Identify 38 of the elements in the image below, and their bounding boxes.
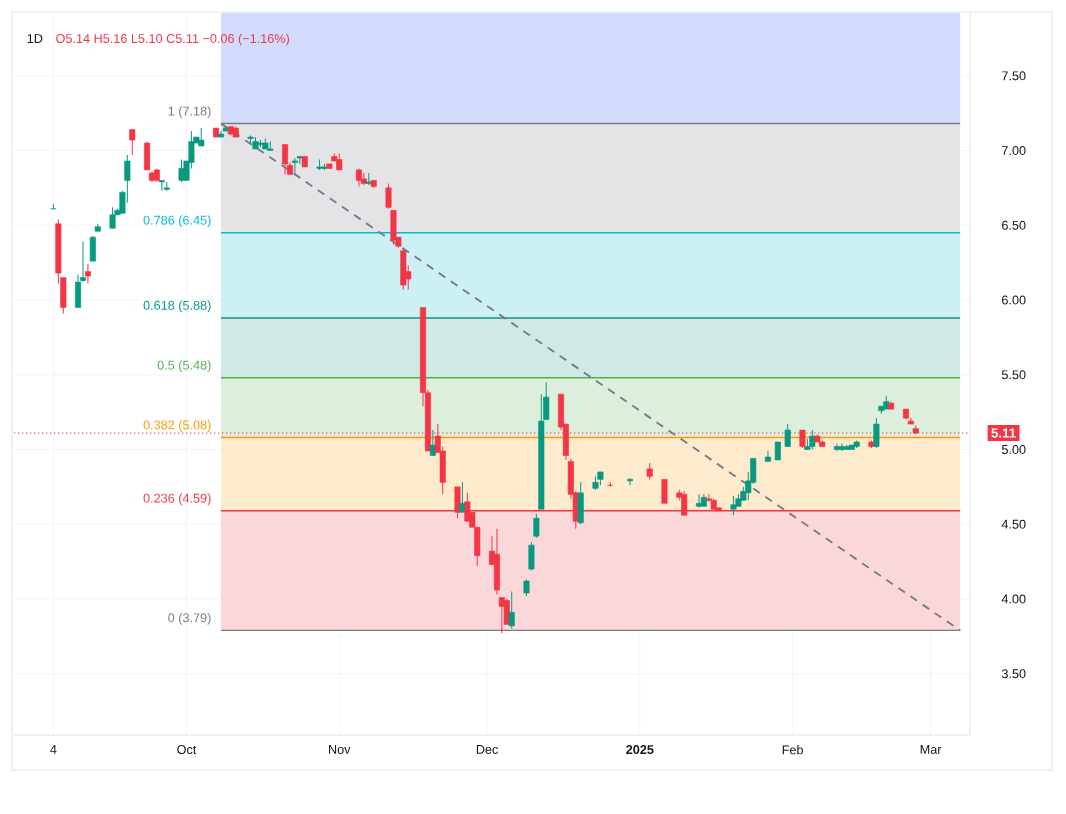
x-tick-label: 2025 xyxy=(626,745,654,755)
y-tick-label: 4.50 xyxy=(1001,519,1026,529)
x-tick-label: Nov xyxy=(329,745,351,754)
x-tick-label: 4 xyxy=(50,745,57,754)
candlestick xyxy=(528,541,535,572)
y-tick-label: 5.00 xyxy=(1001,445,1026,454)
candlestick xyxy=(533,513,540,539)
candlestick xyxy=(385,182,392,210)
y-tick-label: 6.00 xyxy=(1002,295,1026,305)
x-tick-label: Dec xyxy=(476,745,499,754)
ref-line-label: 0.5 (5.48) xyxy=(157,360,211,373)
candlestick xyxy=(784,423,791,447)
candlestick xyxy=(89,235,96,262)
candlestick xyxy=(360,172,367,186)
x-tick-label: Mar xyxy=(920,745,942,754)
candlestick xyxy=(84,263,91,285)
y-tick-label: 7.00 xyxy=(1002,146,1026,155)
candlestick xyxy=(129,129,136,156)
ref-line-label: 0.382 (5.08) xyxy=(143,420,211,432)
text: O5.14 H5.16 L5.10 C5.11 −0.06 (−1.16%) xyxy=(56,33,289,46)
candlestick xyxy=(873,417,880,449)
ref-line-label: 0.236 (4.59) xyxy=(143,493,211,506)
ref-line-label: 0.618 (5.88) xyxy=(143,300,211,313)
y-tick-label: 4.00 xyxy=(1001,594,1026,604)
y-tick-label: 5.50 xyxy=(1001,370,1026,380)
candlestick xyxy=(661,478,668,504)
x-tick-label: Feb xyxy=(782,745,803,755)
ref-line-label: 0 (3.79) xyxy=(168,612,211,625)
text: 1D xyxy=(27,34,43,43)
ref-line-label: 1 (7.18) xyxy=(168,106,211,118)
y-tick-label: 7.50 xyxy=(1002,71,1026,81)
candlestick xyxy=(764,450,771,462)
candlestick xyxy=(626,477,633,486)
y-tick-label: 6.50 xyxy=(1002,220,1026,230)
x-tick-label: Oct xyxy=(177,745,197,755)
ref-line-label: 0.786 (6.45) xyxy=(143,215,211,228)
y-tick-label: 3.50 xyxy=(1001,669,1026,679)
ref-line-label: 5.11 xyxy=(991,428,1016,438)
